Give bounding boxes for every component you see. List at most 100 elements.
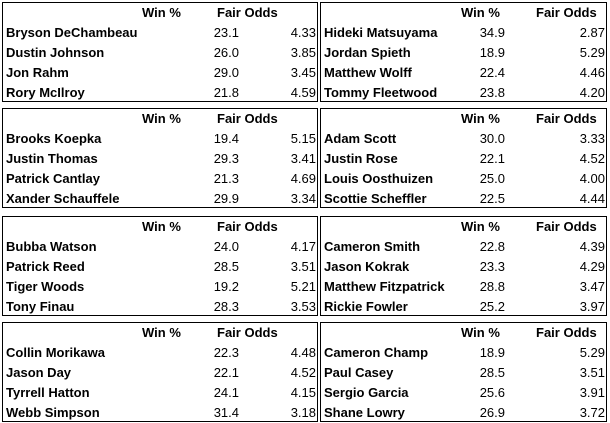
win-pct-value: 25.6 [479,385,505,400]
fair-odds-header: Fair Odds [217,325,278,340]
table-row: Matthew Fitzpatrick 28.8 3.47 [321,277,606,297]
odds-table-1: Win % Fair Odds Bryson DeChambeau 23.1 4.33 D… [2,2,318,102]
table-row: Cameron Champ 18.9 5.29 [321,343,606,363]
fair-odds-header: Fair Odds [536,219,597,234]
win-pct-header: Win % [461,219,500,234]
odds-table-5: Win % Fair Odds Bubba Watson 24.0 4.17 Patric… [2,216,318,316]
win-pct-value: 30.0 [479,131,505,146]
fair-odds-value: 4.46 [579,65,605,80]
fair-odds-value: 4.15 [290,385,316,400]
fair-odds-header: Fair Odds [536,325,597,340]
win-pct-header: Win % [142,5,181,20]
player-name: Sergio Garcia [324,385,409,400]
player-name: Cameron Champ [324,345,429,360]
table-row: Webb Simpson 31.4 3.18 [3,403,317,423]
table-row: Justin Rose 22.1 4.52 [321,149,606,169]
player-name: Bubba Watson [6,239,97,254]
win-pct-value: 25.0 [479,171,505,186]
table-row: Bubba Watson 24.0 4.17 [3,237,317,257]
win-pct-header: Win % [461,111,500,126]
win-pct-value: 22.4 [479,65,505,80]
fair-odds-value: 4.29 [579,259,605,274]
win-pct-header: Win % [461,325,500,340]
table-row: Collin Morikawa 22.3 4.48 [3,343,317,363]
odds-table-2: Win % Fair Odds Hideki Matsuyama 34.9 2.87 Jo… [320,2,607,102]
player-name: Webb Simpson [6,405,100,420]
fair-odds-value: 4.39 [579,239,605,254]
fair-odds-value: 3.72 [579,405,605,420]
fair-odds-value: 3.33 [579,131,605,146]
fair-odds-value: 2.87 [579,25,605,40]
fair-odds-value: 4.48 [290,345,316,360]
fair-odds-header: Fair Odds [217,219,278,234]
fair-odds-value: 3.97 [579,299,605,314]
player-name: Cameron Smith [324,239,421,254]
player-name: Justin Rose [324,151,398,166]
win-pct-value: 26.9 [479,405,505,420]
table-row: Patrick Cantlay 21.3 4.69 [3,169,317,189]
table-row: Jordan Spieth 18.9 5.29 [321,43,606,63]
table-row: Sergio Garcia 25.6 3.91 [321,383,606,403]
player-name: Bryson DeChambeau [6,25,138,40]
player-name: Jason Day [6,365,72,380]
table-row: Jason Day 22.1 4.52 [3,363,317,383]
win-pct-value: 23.1 [213,25,239,40]
player-name: Tony Finau [6,299,75,314]
fair-odds-value: 3.34 [290,191,316,206]
fair-odds-value: 4.17 [290,239,316,254]
odds-table-7: Win % Fair Odds Collin Morikawa 22.3 4.48 Jas… [2,322,318,422]
win-pct-header: Win % [142,111,181,126]
win-pct-header: Win % [142,325,181,340]
player-name: Justin Thomas [6,151,98,166]
win-pct-value: 21.3 [213,171,239,186]
player-name: Tiger Woods [6,279,85,294]
win-pct-value: 28.5 [213,259,239,274]
player-name: Dustin Johnson [6,45,105,60]
fair-odds-value: 4.52 [290,365,316,380]
win-pct-value: 29.3 [213,151,239,166]
player-name: Tommy Fleetwood [324,85,438,100]
win-pct-value: 18.9 [479,345,505,360]
table-row: Bryson DeChambeau 23.1 4.33 [3,23,317,43]
player-name: Adam Scott [324,131,397,146]
win-pct-value: 24.0 [213,239,239,254]
player-name: Jordan Spieth [324,45,411,60]
odds-table-3: Win % Fair Odds Brooks Koepka 19.4 5.15 Justi… [2,108,318,208]
win-pct-value: 24.1 [213,385,239,400]
table-row: Louis Oosthuizen 25.0 4.00 [321,169,606,189]
fair-odds-header: Fair Odds [536,111,597,126]
fair-odds-value: 5.29 [579,45,605,60]
player-name: Matthew Fitzpatrick [324,279,445,294]
player-name: Matthew Wolff [324,65,412,80]
fair-odds-value: 5.15 [290,131,316,146]
win-pct-value: 23.3 [479,259,505,274]
player-name: Hideki Matsuyama [324,25,438,40]
win-pct-value: 29.9 [213,191,239,206]
table-row: Rickie Fowler 25.2 3.97 [321,297,606,317]
fair-odds-header: Fair Odds [536,5,597,20]
win-pct-value: 21.8 [213,85,239,100]
fair-odds-value: 4.52 [579,151,605,166]
fair-odds-value: 4.00 [579,171,605,186]
fair-odds-value: 3.47 [579,279,605,294]
player-name: Collin Morikawa [6,345,105,360]
table-row: Tommy Fleetwood 23.8 4.20 [321,83,606,103]
fair-odds-value: 5.29 [579,345,605,360]
table-row: Tiger Woods 19.2 5.21 [3,277,317,297]
table-row: Cameron Smith 22.8 4.39 [321,237,606,257]
win-pct-header: Win % [461,5,500,20]
win-pct-value: 22.1 [213,365,239,380]
win-pct-value: 19.2 [213,279,239,294]
win-pct-value: 28.5 [479,365,505,380]
fair-odds-value: 4.20 [579,85,605,100]
player-name: Rory McIlroy [6,85,85,100]
table-row: Matthew Wolff 22.4 4.46 [321,63,606,83]
table-row: Xander Schauffele 29.9 3.34 [3,189,317,209]
table-row: Paul Casey 28.5 3.51 [321,363,606,383]
player-name: Rickie Fowler [324,299,408,314]
win-pct-value: 22.5 [479,191,505,206]
fair-odds-header: Fair Odds [217,5,278,20]
player-name: Brooks Koepka [6,131,102,146]
win-pct-value: 18.9 [479,45,505,60]
